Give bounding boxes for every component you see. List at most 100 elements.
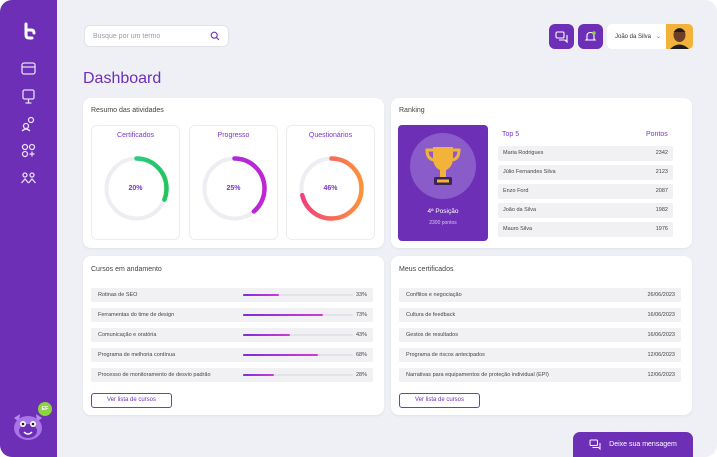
certificate-date: 26/06/2023 xyxy=(647,292,675,298)
course-percent: 73% xyxy=(355,312,367,318)
users-icon[interactable] xyxy=(20,115,37,132)
course-progress-fill xyxy=(243,314,324,316)
ranking-row: João da Silva 1982 xyxy=(498,203,673,218)
ranking-row: Maria Rodrigues 2342 xyxy=(498,146,673,161)
points-header: Pontos xyxy=(646,131,668,138)
course-name: Ferramentas do time de design xyxy=(98,312,175,318)
top5-header: Top 5 xyxy=(502,131,520,138)
course-progress-fill xyxy=(243,354,318,356)
layout-icon[interactable] xyxy=(20,60,37,77)
course-name: Rotinas de SEO xyxy=(98,292,138,298)
course-progress-track xyxy=(243,334,353,336)
certificates-title: Meus certificados xyxy=(399,266,454,273)
search-bar[interactable] xyxy=(84,25,229,47)
search-input[interactable] xyxy=(93,32,210,40)
mascot-icon xyxy=(14,414,42,440)
view-courses-button[interactable]: Ver lista de cursos xyxy=(91,393,172,408)
courses-title: Cursos em andamento xyxy=(91,266,162,273)
ranking-points: 1982 xyxy=(655,207,668,213)
team-icon[interactable] xyxy=(20,170,37,187)
course-row[interactable]: Rotinas de SEO 33% xyxy=(91,288,373,302)
course-percent: 68% xyxy=(355,352,367,358)
certificate-date: 12/06/2023 xyxy=(647,352,675,358)
certificates-card: Meus certificados Conflitos e negociação… xyxy=(391,256,692,415)
mascot-badge: EF xyxy=(38,402,52,416)
logo-icon[interactable] xyxy=(20,22,38,40)
activity-card: Resumo das atividades Certificados 20% Pro… xyxy=(83,98,384,248)
my-points: 2300 pontos xyxy=(429,220,457,226)
activity-title: Resumo das atividades xyxy=(91,107,164,114)
certificate-date: 16/06/2023 xyxy=(647,312,675,318)
ranking-row: Mauro Silva 1976 xyxy=(498,222,673,237)
certificate-date: 16/06/2023 xyxy=(647,332,675,338)
user-menu[interactable]: João da Silva ⌄ xyxy=(607,24,693,49)
search-icon[interactable] xyxy=(210,31,220,41)
ring-arc xyxy=(299,156,364,221)
sidebar: EF xyxy=(0,0,57,457)
course-progress-track xyxy=(243,314,353,316)
course-row[interactable]: Processo de monitoramento de desvio padr… xyxy=(91,368,373,382)
course-row[interactable]: Comunicação e oratória 43% xyxy=(91,328,373,342)
mascot[interactable]: EF xyxy=(10,402,54,442)
chevron-down-icon[interactable]: ⌄ xyxy=(656,34,662,40)
ranking-row: Enzo Ford 2087 xyxy=(498,184,673,199)
course-row[interactable]: Programa de melhoria contínua 68% xyxy=(91,348,373,362)
my-position-panel: 4ª Posição 2300 pontos xyxy=(398,125,488,241)
certificate-name: Conflitos e negociação xyxy=(406,292,462,298)
ring-label: Certificados xyxy=(117,132,154,139)
page-title: Dashboard xyxy=(83,70,162,87)
chat-icon xyxy=(589,439,601,450)
certificate-date: 12/06/2023 xyxy=(647,372,675,378)
chat-button[interactable] xyxy=(549,24,574,49)
ranking-name: Mauro Silva xyxy=(503,226,533,232)
certificate-row[interactable]: Narrativas para equipamentos de proteção… xyxy=(399,368,681,382)
notifications-button[interactable] xyxy=(578,24,603,49)
message-button-label: Deixe sua mensagem xyxy=(609,441,677,448)
ranking-name: João da Silva xyxy=(503,207,537,213)
course-name: Programa de melhoria contínua xyxy=(98,352,176,358)
ring-value: 25% xyxy=(226,185,241,192)
course-progress-track xyxy=(243,294,353,296)
ring-label: Questionários xyxy=(308,132,353,139)
course-percent: 28% xyxy=(355,372,367,378)
course-progress-track xyxy=(243,354,353,356)
ring-value: 46% xyxy=(323,185,338,192)
ranking-name: Júlio Fernandes Silva xyxy=(503,169,556,175)
certificate-row[interactable]: Gestos de resultados 16/06/2023 xyxy=(399,328,681,342)
certificate-name: Gestos de resultados xyxy=(406,332,458,338)
grid-add-icon[interactable] xyxy=(20,142,37,159)
user-name: João da Silva xyxy=(615,33,652,40)
ring-arc xyxy=(202,156,267,221)
ranking-card: Ranking 4ª Posição 2300 pontos Top 5 Pon… xyxy=(391,98,692,248)
ranking-points: 1976 xyxy=(655,226,668,232)
ranking-points: 2087 xyxy=(655,188,668,194)
ring-value: 20% xyxy=(128,185,143,192)
course-name: Processo de monitoramento de desvio padr… xyxy=(98,372,211,378)
course-row[interactable]: Ferramentas do time de design 73% xyxy=(91,308,373,322)
course-percent: 43% xyxy=(355,332,367,338)
activity-ring-card[interactable]: Questionários 46% xyxy=(286,125,375,240)
ranking-name: Maria Rodrigues xyxy=(503,150,544,156)
certificate-row[interactable]: Cultura de feedback 16/06/2023 xyxy=(399,308,681,322)
course-progress-fill xyxy=(243,374,274,376)
activity-ring-card[interactable]: Progresso 25% xyxy=(189,125,278,240)
avatar-photo xyxy=(666,24,693,49)
certificate-row[interactable]: Conflitos e negociação 26/06/2023 xyxy=(399,288,681,302)
course-name: Comunicação e oratória xyxy=(98,332,157,338)
course-progress-fill xyxy=(243,334,291,336)
certificate-name: Narrativas para equipamentos de proteção… xyxy=(406,372,549,378)
certificate-row[interactable]: Programa de riscos antecipados 12/06/2023 xyxy=(399,348,681,362)
avatar[interactable] xyxy=(666,24,693,49)
message-button[interactable]: Deixe sua mensagem xyxy=(573,432,693,457)
ring-label: Progresso xyxy=(217,132,250,139)
chat-icon xyxy=(555,31,568,43)
ranking-points: 2342 xyxy=(655,150,668,156)
bell-icon xyxy=(584,31,597,41)
course-progress-fill xyxy=(243,294,280,296)
certificate-name: Cultura de feedback xyxy=(406,312,456,318)
presentation-icon[interactable] xyxy=(20,88,37,105)
progress-ring xyxy=(299,156,364,221)
activity-ring-card[interactable]: Certificados 20% xyxy=(91,125,180,240)
view-certificates-button[interactable]: Ver lista de cursos xyxy=(399,393,480,408)
